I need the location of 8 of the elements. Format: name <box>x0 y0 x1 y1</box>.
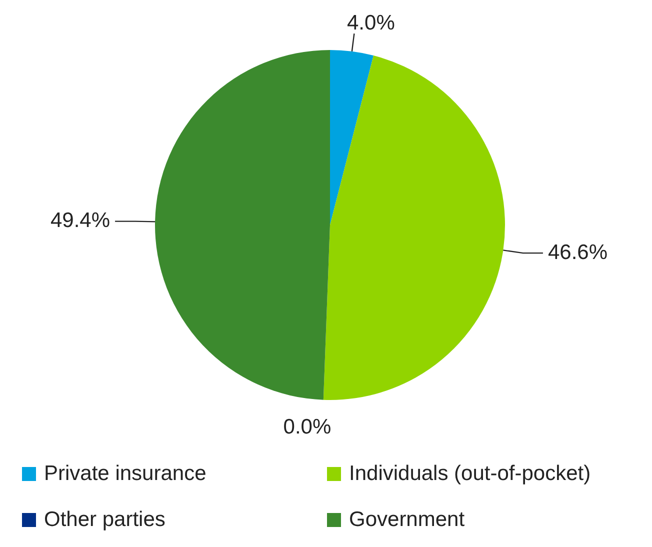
data-label: 4.0% <box>347 11 395 34</box>
text: 0.0% <box>283 416 332 439</box>
data-label: 46.6% <box>548 240 608 264</box>
legend-label: Government <box>349 508 465 532</box>
legend-label: Individuals (out-of-pocket) <box>349 462 591 486</box>
legend-label: Other parties <box>44 508 166 532</box>
legend-label: Private insurance <box>44 462 206 486</box>
data-label: 49.4% <box>50 209 110 232</box>
